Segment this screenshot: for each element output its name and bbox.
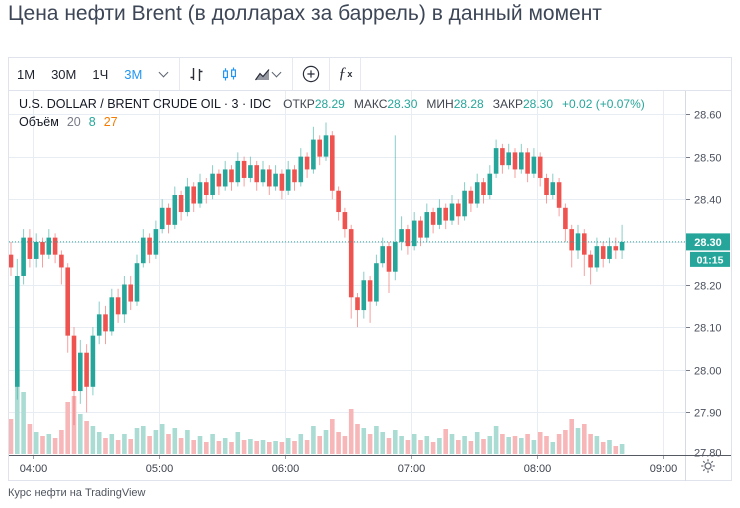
interval-button-30m[interactable]: 30М [43,58,84,90]
svg-text:28.30: 28.30 [694,237,722,249]
svg-text:28.60: 28.60 [694,110,722,122]
plus-circle-icon [303,65,320,83]
svg-text:28.20: 28.20 [694,281,722,293]
compare-button[interactable] [293,58,329,90]
svg-text:01:15: 01:15 [697,254,724,266]
svg-text:07:00: 07:00 [398,463,426,475]
candles-icon [223,67,237,80]
svg-text:28.00: 28.00 [694,366,722,378]
candle-chart-style-button-active[interactable] [213,58,246,90]
chevron-down-icon [271,67,282,78]
interval-dropdown-button[interactable] [150,58,179,90]
svg-text:27.80: 27.80 [694,448,722,460]
interval-button-3m-active[interactable]: 3М [116,58,150,90]
area-chart-style-button[interactable] [246,58,292,90]
price-chart[interactable]: 28.60 28.50 28.40 28.30 28.20 28.10 28.00 27.90… [9,91,731,481]
tradingview-widget: 1М 30М 1Ч 3М [8,57,732,481]
interval-button-1h[interactable]: 1Ч [84,58,116,90]
svg-text:08:00: 08:00 [524,463,552,475]
svg-text:28.50: 28.50 [694,153,722,165]
toolbar-divider [360,58,362,90]
area-chart-icon [255,68,270,80]
toolbar-divider [179,58,181,90]
svg-text:06:00: 06:00 [272,463,300,475]
fx-icon: ƒ [338,65,347,82]
tradingview-attribution-link[interactable]: Курс нефти на TradingView [8,487,146,499]
svg-text:05:00: 05:00 [146,463,174,475]
toolbar-divider [292,58,294,90]
bar-chart-style-button[interactable] [180,58,213,90]
page-title: Цена нефти Brent (в долларах за баррель)… [8,2,602,25]
bars-icon [190,67,203,81]
svg-text:27.90: 27.90 [694,408,722,420]
chart-toolbar: 1М 30М 1Ч 3М [9,58,731,91]
axis-settings-gear-icon[interactable] [700,458,716,474]
chevron-down-icon [158,67,169,78]
svg-text:28.10: 28.10 [694,323,722,335]
svg-text:09:00: 09:00 [650,463,678,475]
interval-button-1m[interactable]: 1М [9,58,43,90]
svg-text:28.40: 28.40 [694,195,722,207]
svg-text:04:00: 04:00 [20,463,48,475]
chart-area: 28.60 28.50 28.40 28.30 28.20 28.10 28.00 27.90… [9,91,731,481]
toolbar-divider [329,58,331,90]
